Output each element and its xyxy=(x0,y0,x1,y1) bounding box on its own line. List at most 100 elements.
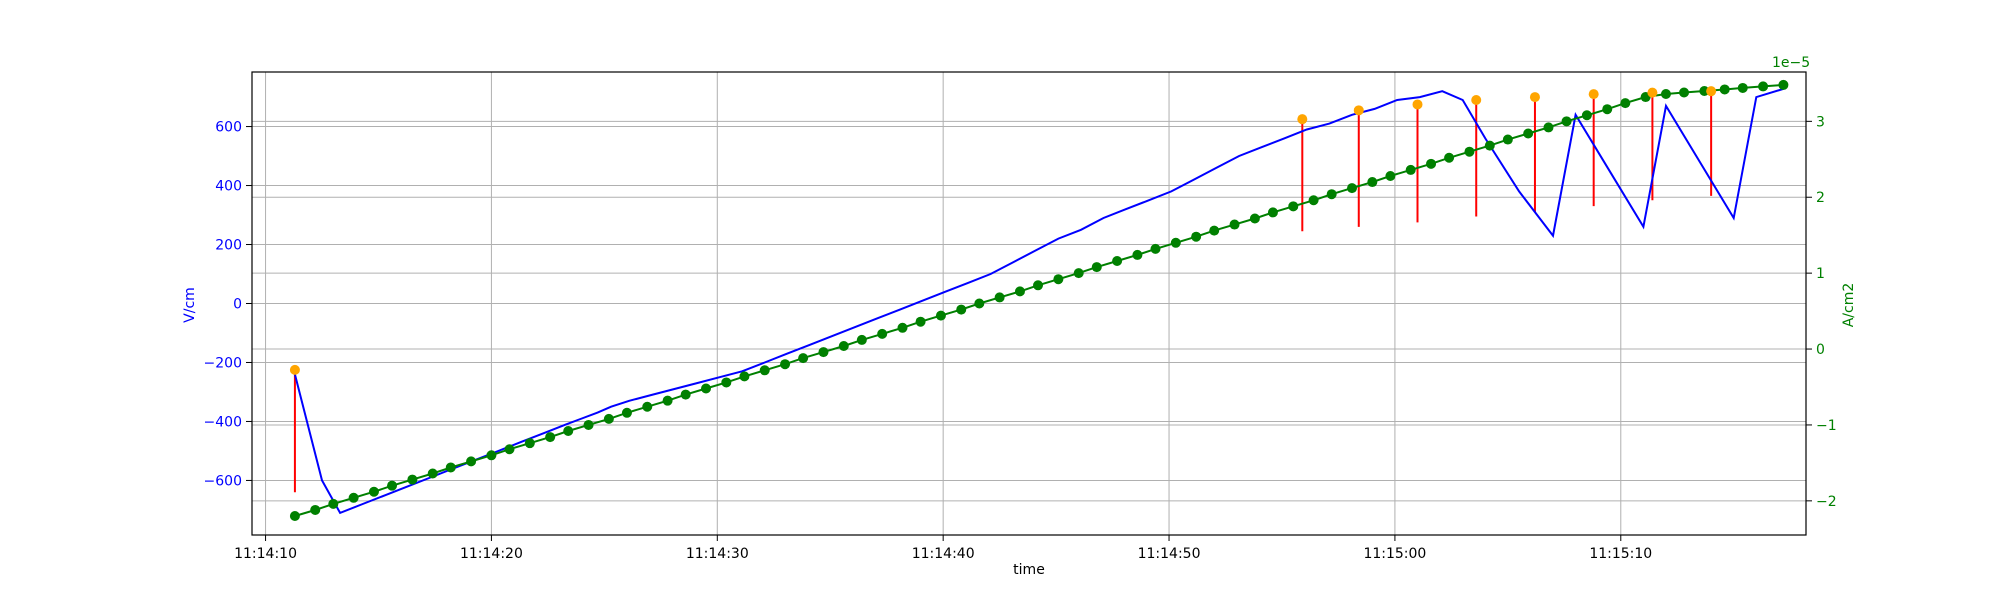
right-series-point xyxy=(563,426,574,437)
right-series-point xyxy=(1660,89,1671,100)
right-series-point xyxy=(1267,207,1278,218)
right-series-point xyxy=(603,413,614,424)
series-layer xyxy=(289,79,1789,522)
right-series-point xyxy=(1367,177,1378,188)
right-y-tick-label: −2 xyxy=(1816,494,1837,510)
right-series-point xyxy=(1778,79,1789,90)
right-series-point xyxy=(798,353,809,364)
right-series-point xyxy=(759,365,770,376)
x-axis-label: time xyxy=(1013,562,1045,578)
right-series-point xyxy=(1229,219,1240,230)
x-tick-label: 11:14:30 xyxy=(686,546,749,562)
left-y-tick-label: 0 xyxy=(233,297,242,313)
right-series-point xyxy=(1249,213,1260,224)
right-series-point xyxy=(1191,231,1202,242)
right-series-point xyxy=(328,498,339,509)
right-series-point xyxy=(1426,158,1437,169)
axes-layer: 11:14:10 11:14:20 11:14:30 11:14:40 11:14:50… xyxy=(204,71,1837,562)
right-series-point xyxy=(1523,128,1534,139)
x-tick-label: 11:15:00 xyxy=(1363,546,1426,562)
left-y-tick-label: −200 xyxy=(204,355,242,371)
right-series-point xyxy=(524,438,535,449)
right-y-tick-label: 3 xyxy=(1816,114,1825,130)
right-y-tick-label: −1 xyxy=(1816,418,1837,434)
right-series-point xyxy=(1033,280,1044,291)
x-tick-label: 11:14:50 xyxy=(1138,546,1201,562)
orange-point xyxy=(1412,99,1423,110)
right-series-point xyxy=(621,407,632,418)
x-tick-label: 11:14:10 xyxy=(234,546,297,562)
right-series-point xyxy=(310,504,321,515)
right-series-point xyxy=(1385,170,1396,181)
right-series-point xyxy=(935,310,946,321)
right-series-point xyxy=(486,450,497,461)
right-y-tick-label: 2 xyxy=(1816,190,1825,206)
right-series-point xyxy=(877,328,888,339)
right-series-point xyxy=(1737,82,1748,93)
right-series-point xyxy=(289,511,300,522)
right-series-point xyxy=(1132,249,1143,260)
right-y-tick-label: 0 xyxy=(1816,342,1825,358)
orange-point xyxy=(1353,105,1364,116)
left-series-line xyxy=(293,87,1786,515)
right-series-point xyxy=(838,341,849,352)
x-tick-label: 11:14:40 xyxy=(912,546,975,562)
right-series-point xyxy=(1073,268,1084,279)
orange-point xyxy=(1706,86,1717,97)
orange-point xyxy=(1471,95,1482,106)
right-series-point xyxy=(780,359,791,370)
x-tick-label: 11:14:20 xyxy=(460,546,523,562)
right-series-point xyxy=(818,347,829,358)
orange-point xyxy=(1588,89,1599,100)
right-series-point xyxy=(856,334,867,345)
orange-point xyxy=(1647,87,1658,98)
left-y-tick-label: 600 xyxy=(215,120,242,136)
right-axis-multiplier: 1e−5 xyxy=(1772,55,1810,71)
right-y-axis-label: A/cm2 xyxy=(1841,283,1857,328)
right-series-point xyxy=(1014,286,1025,297)
left-y-tick-label: 400 xyxy=(215,179,242,195)
right-series-point xyxy=(974,298,985,309)
right-series-point xyxy=(1091,262,1102,273)
right-series-point xyxy=(427,468,438,479)
right-series-point xyxy=(1288,201,1299,212)
right-series-point xyxy=(1150,243,1161,254)
right-series-point xyxy=(1326,189,1337,200)
left-y-tick-label: −600 xyxy=(204,473,242,489)
right-series-point xyxy=(1581,110,1592,121)
right-series-point xyxy=(1484,140,1495,151)
x-tick-label: 11:15:10 xyxy=(1589,546,1652,562)
right-series-point xyxy=(387,480,398,491)
right-series-point xyxy=(583,419,594,430)
orange-point xyxy=(1529,92,1540,103)
right-series-point xyxy=(1561,116,1572,127)
right-series-point xyxy=(662,395,673,406)
right-series-point xyxy=(701,383,712,394)
right-series-point xyxy=(1053,274,1064,285)
right-series-point xyxy=(407,474,418,485)
right-series-point xyxy=(915,316,926,327)
right-series-line xyxy=(294,83,1784,517)
left-y-axis-label: V/cm xyxy=(182,287,198,323)
right-series-point xyxy=(1346,183,1357,194)
right-series-point xyxy=(1405,164,1416,175)
right-series-point xyxy=(445,462,456,473)
grid-layer xyxy=(252,72,1806,535)
right-series-point xyxy=(721,377,732,388)
right-series-point xyxy=(1209,225,1220,236)
plot-frame xyxy=(251,71,1807,536)
right-series-point xyxy=(994,292,1005,303)
right-series-point xyxy=(1758,81,1769,92)
right-series-point xyxy=(368,486,379,497)
right-series-point xyxy=(1719,84,1730,95)
orange-point xyxy=(1297,114,1308,125)
right-series-point xyxy=(1308,195,1319,206)
right-series-point xyxy=(956,304,967,315)
right-series-point xyxy=(1602,104,1613,115)
right-series-point xyxy=(1543,122,1554,133)
orange-point xyxy=(289,364,300,375)
left-y-tick-label: −400 xyxy=(204,414,242,430)
right-series-point xyxy=(642,401,653,412)
